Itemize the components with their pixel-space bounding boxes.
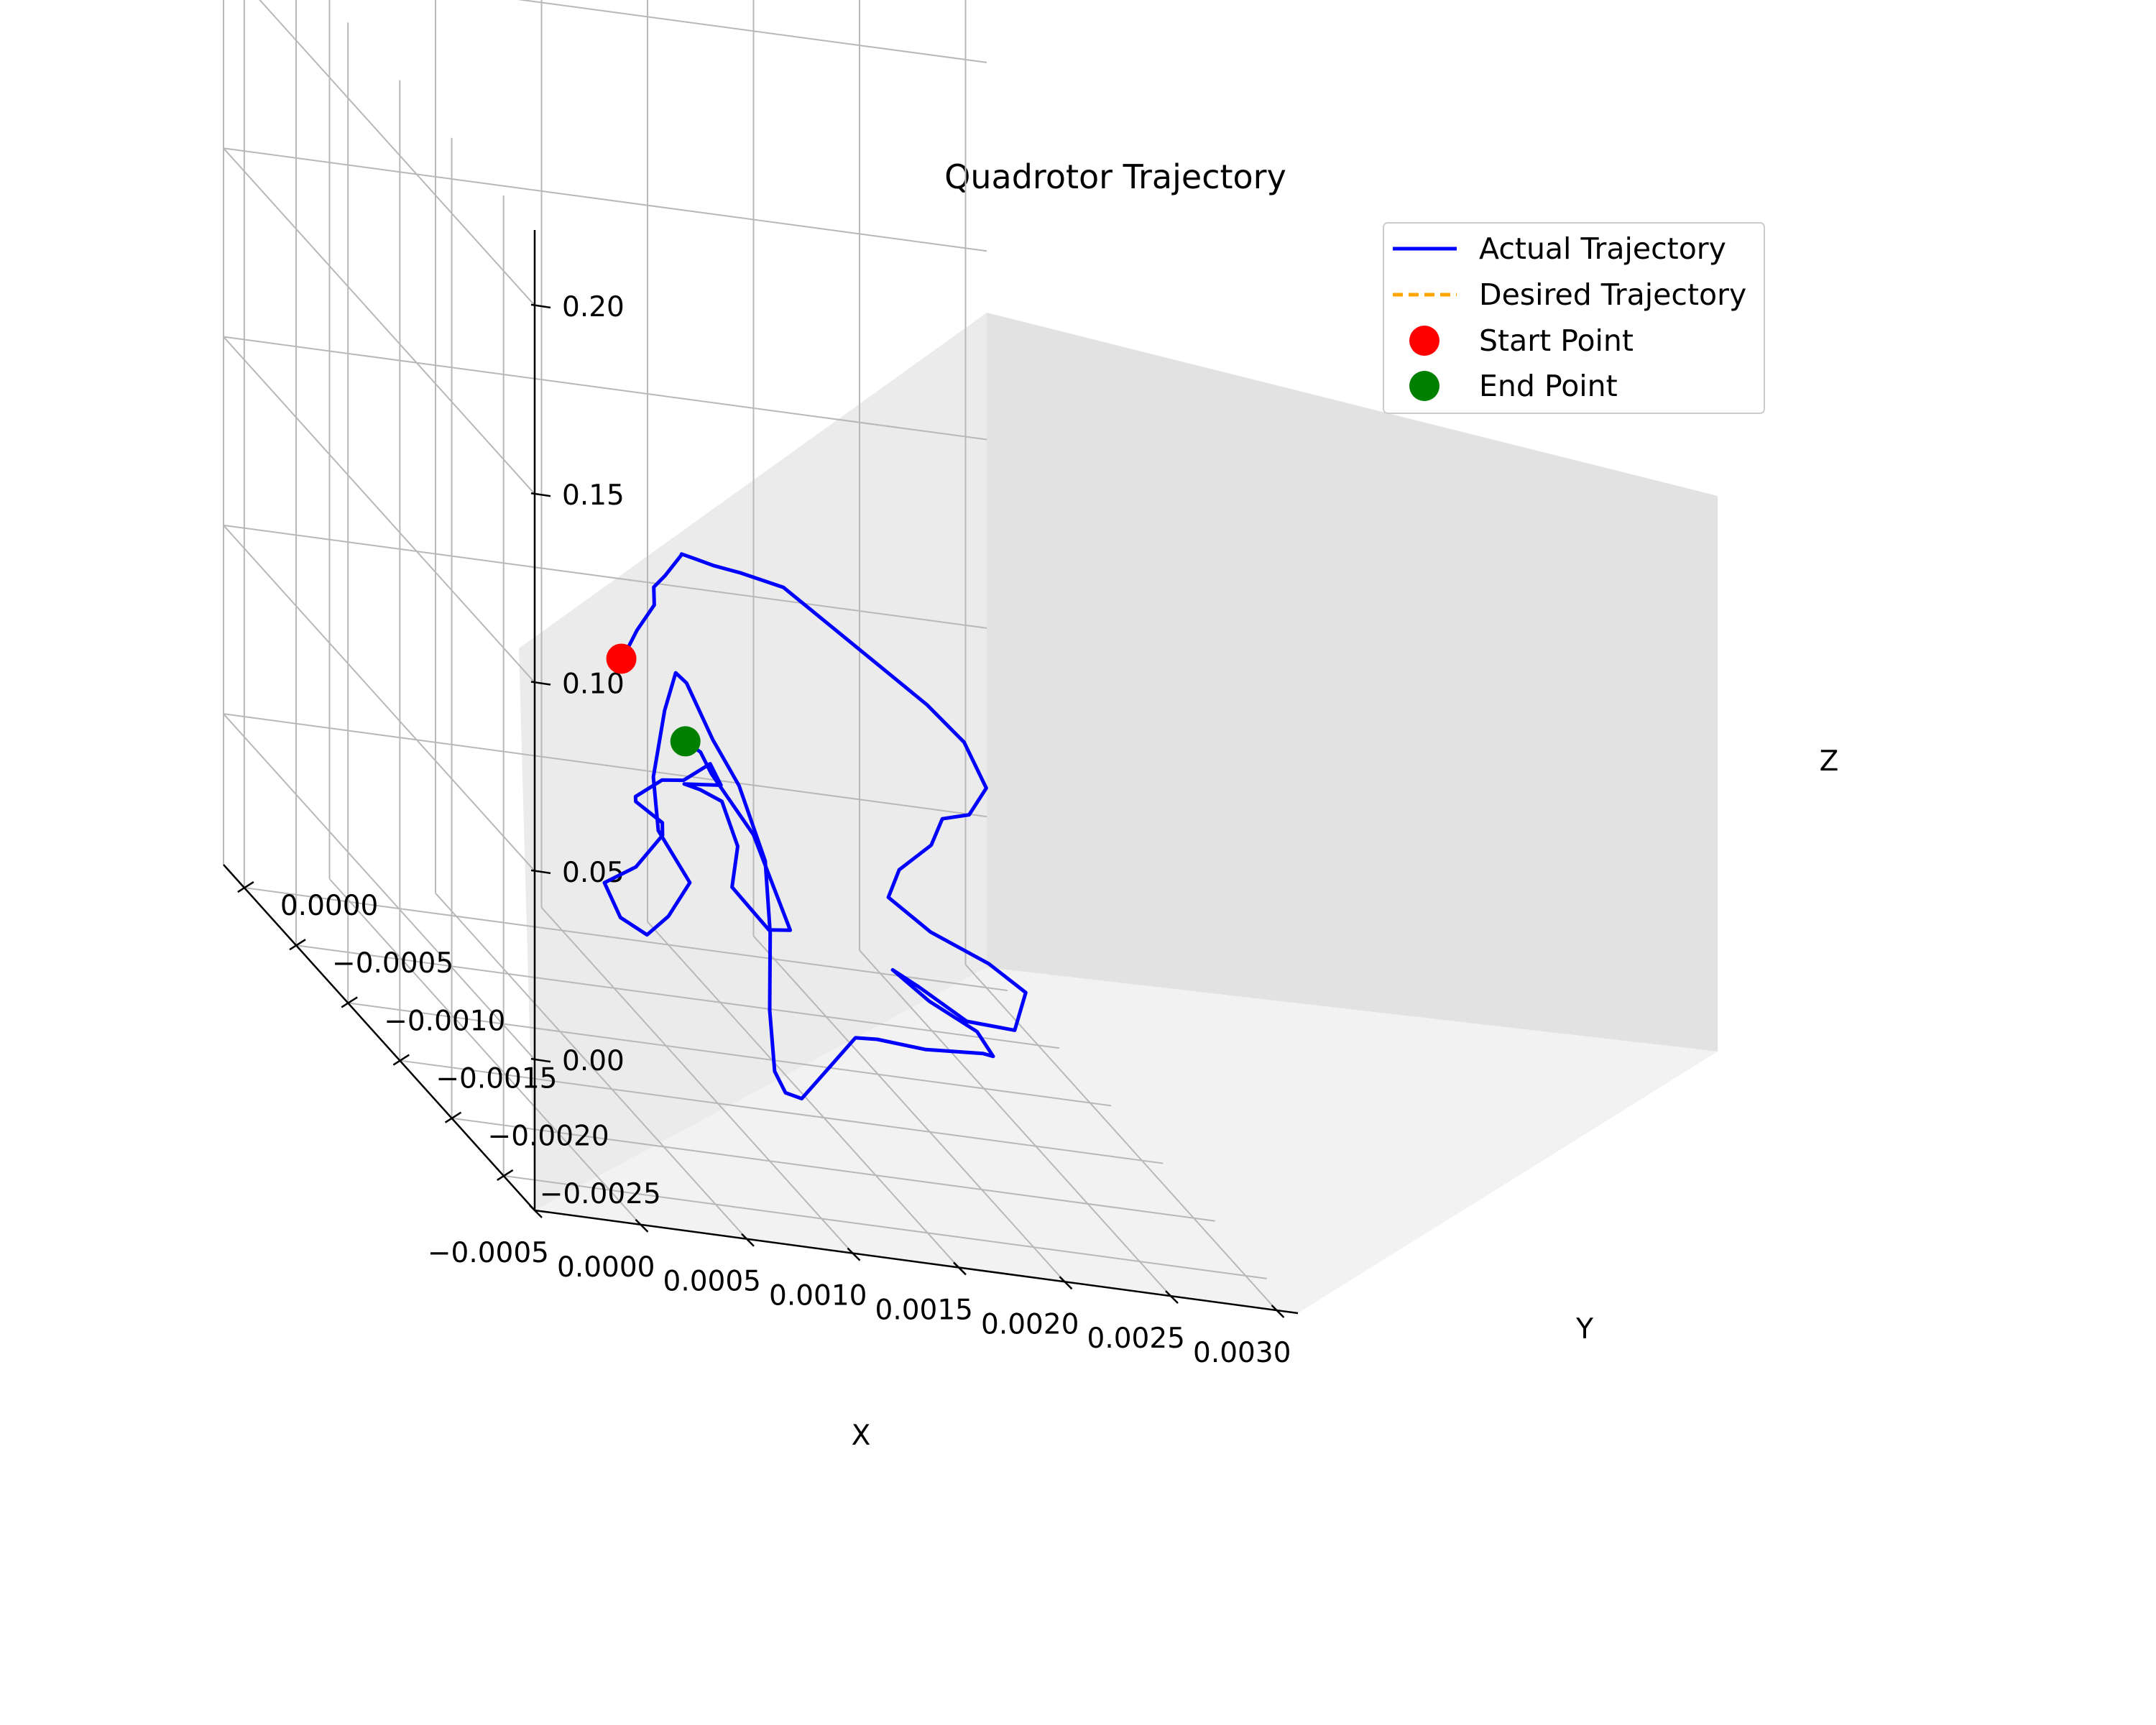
- x-tick-label: 0.0015: [875, 1294, 973, 1326]
- grid-lines: [223, 0, 1278, 1311]
- y-gridline-floor: [244, 887, 1008, 992]
- legend-marker-end: [1409, 371, 1439, 401]
- legend-label-actual: Actual Trajectory: [1479, 231, 1726, 266]
- floor-pane: [535, 967, 1718, 1313]
- y-axis-label: Y: [1575, 1313, 1593, 1346]
- x-tick-label: −0.0005: [428, 1237, 549, 1269]
- z-gridline-back: [223, 147, 987, 252]
- x-axis-label: X: [852, 1420, 871, 1452]
- z-tick-mark: [530, 869, 551, 875]
- x-tick-mark: [1165, 1290, 1179, 1305]
- y-tick-label: −0.0010: [384, 1005, 505, 1037]
- legend-marker-start: [1409, 326, 1439, 356]
- y-tick-label: −0.0015: [436, 1063, 557, 1095]
- y-gridline-floor: [503, 1174, 1267, 1279]
- x-tick-mark: [529, 1205, 543, 1218]
- x-tick-mark: [847, 1247, 861, 1261]
- legend-frame: [1383, 222, 1765, 414]
- z-tick-mark: [530, 1057, 551, 1063]
- y-tick-label: −0.0005: [332, 947, 453, 980]
- y-gridline-floor: [451, 1117, 1215, 1222]
- z-gridline-side: [223, 147, 535, 494]
- z-gridline-back: [223, 713, 987, 818]
- plot-area: [602, 552, 1028, 1100]
- x-tick-label: 0.0005: [663, 1266, 761, 1298]
- y-tick-mark: [289, 939, 306, 951]
- x-tick-mark: [1271, 1305, 1285, 1318]
- y-tick-mark: [444, 1111, 462, 1123]
- y-axis-line: [223, 864, 535, 1211]
- x-tick-label: 0.0010: [769, 1280, 867, 1312]
- x-gridline-floor: [328, 878, 642, 1225]
- y-tick-label: −0.0020: [488, 1121, 609, 1153]
- x-tick-mark: [635, 1218, 649, 1233]
- z-tick-label: 0.15: [562, 479, 625, 512]
- z-tick-mark: [530, 303, 551, 309]
- legend: Actual Trajectory Desired Trajectory Sta…: [1383, 222, 1765, 414]
- end-point-marker: [670, 726, 701, 757]
- z-tick-label: 0.20: [562, 291, 625, 323]
- z-gridline-side: [223, 525, 535, 872]
- x-tick-label: 0.0030: [1193, 1337, 1291, 1369]
- z-tick-label: 0.00: [562, 1045, 625, 1077]
- yz-pane: [987, 313, 1718, 1052]
- legend-label-start: Start Point: [1479, 323, 1634, 358]
- chart-title: Quadrotor Trajectory: [944, 157, 1286, 196]
- x-tick-label: 0.0025: [1087, 1322, 1185, 1355]
- y-tick-label: 0.0000: [280, 890, 378, 922]
- legend-label-end: End Point: [1479, 369, 1618, 403]
- z-tick-label: 0.05: [562, 857, 625, 889]
- z-gridline-back: [223, 336, 987, 441]
- x-tick-mark: [1059, 1276, 1073, 1290]
- z-tick-mark: [530, 681, 551, 686]
- x-gridline-floor: [752, 935, 1066, 1282]
- z-gridline-side: [223, 336, 535, 684]
- y-gridline-floor: [348, 1002, 1112, 1107]
- z-tick-label: 0.10: [562, 668, 625, 701]
- z-gridline-side: [259, 0, 535, 306]
- legend-label-desired: Desired Trajectory: [1479, 277, 1746, 312]
- x-tick-label: 0.0000: [557, 1251, 655, 1284]
- z-gridline-side: [223, 713, 535, 1060]
- z-gridline-back: [517, 0, 987, 63]
- actual-trajectory-line: [602, 552, 1028, 1100]
- start-point-marker: [606, 643, 637, 674]
- z-gridline-back: [223, 524, 987, 629]
- x-tick-label: 0.0020: [981, 1308, 1079, 1340]
- x-gridline-floor: [435, 893, 747, 1240]
- x-gridline-floor: [859, 949, 1171, 1297]
- x-tick-mark: [741, 1233, 755, 1247]
- y-tick-label: −0.0025: [540, 1178, 661, 1210]
- z-tick-mark: [530, 492, 551, 497]
- axes: −0.0005 0.0000 0.0005 0.0010 0.0015 0.0020 0.0…: [223, 230, 1299, 1369]
- y-gridline-floor: [400, 1059, 1164, 1164]
- y-tick-mark: [237, 881, 254, 893]
- y-tick-mark: [497, 1169, 514, 1181]
- y-gridline-floor: [295, 944, 1060, 1049]
- y-tick-mark: [392, 1054, 410, 1066]
- x-gridline-floor: [540, 906, 854, 1254]
- y-tick-mark: [341, 996, 358, 1008]
- x-tick-mark: [953, 1261, 967, 1276]
- z-axis-label: Z: [1820, 745, 1839, 778]
